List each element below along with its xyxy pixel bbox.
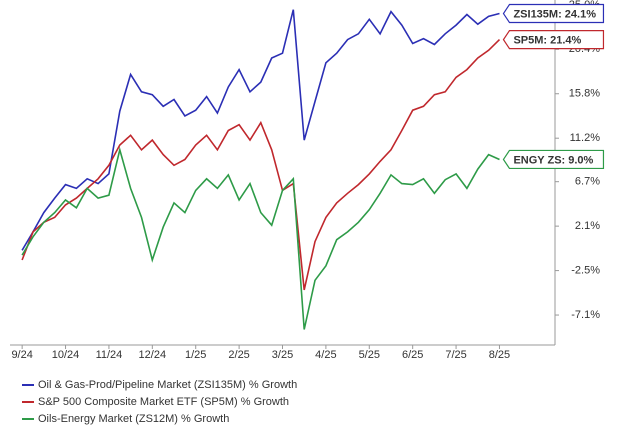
x-tick-label: 4/25 [315,349,336,361]
x-tick-label: 11/24 [96,349,123,361]
series-line [21,39,501,291]
x-tick-label: 12/24 [139,349,167,361]
x-tick-label: 9/24 [11,349,32,361]
flag-box [502,3,605,24]
series-line [21,146,500,330]
y-tick-label: 2.1% [575,220,600,232]
x-tick-label: 1/25 [185,349,206,361]
flag-box [502,30,605,50]
end-flag: ZSI135M: 24.1% [502,3,605,24]
end-flag: ENGY ZS: 9.0% [502,149,605,170]
x-tick-label: 2/25 [228,349,249,361]
x-tick-label: 10/24 [52,349,80,361]
flag-box [502,149,605,170]
x-tick-label: 7/25 [445,349,466,361]
y-tick-label: -7.1% [571,309,600,321]
x-tick-label: 8/25 [489,349,510,361]
flag-label: ENGY ZS: 9.0% [513,154,593,166]
y-tick-label: 15.8% [569,88,600,100]
x-tick-label: 5/25 [359,349,380,361]
legend-label: Oil & Gas-Prod/Pipeline Market (ZSI135M)… [38,379,297,391]
y-tick-label: 11.2% [570,132,601,144]
end-flag: SP5M: 21.4% [502,30,605,50]
flag-label: SP5M: 21.4% [513,35,581,47]
flag-label: ZSI135M: 24.1% [513,8,596,20]
legend-label: S&P 500 Composite Market ETF (SP5M) % Gr… [38,396,289,408]
x-tick-label: 6/25 [402,349,423,361]
x-tick-label: 3/25 [272,349,293,361]
y-tick-label: 6.7% [575,176,600,188]
legend-label: Oils-Energy Market (ZS12M) % Growth [38,413,229,425]
series-line [21,9,500,251]
y-tick-label: -2.5% [571,264,600,276]
